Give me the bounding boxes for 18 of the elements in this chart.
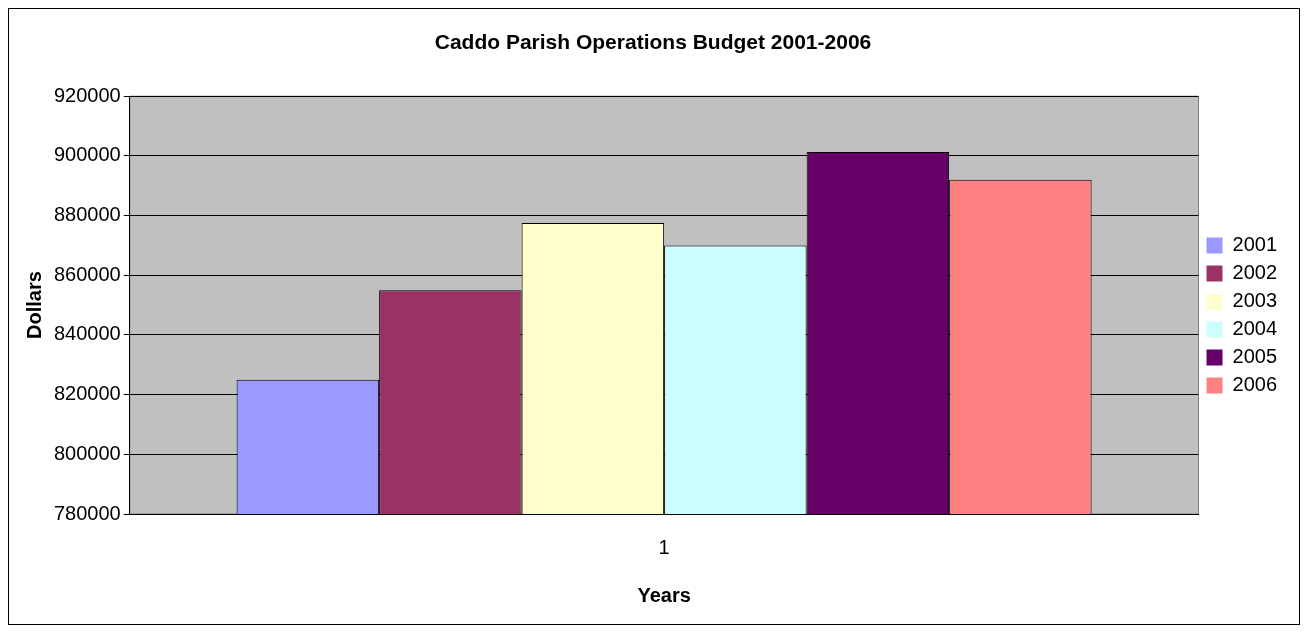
y-tick-label: 860000 — [53, 262, 121, 285]
y-tick-label: 820000 — [53, 382, 121, 405]
legend-label: 2006 — [1232, 373, 1278, 396]
y-tick-label: 900000 — [53, 143, 121, 166]
legend-label: 2002 — [1232, 261, 1278, 284]
chart-title: Caddo Parish Operations Budget 2001-2006 — [434, 30, 872, 54]
legend-label: 2005 — [1232, 345, 1278, 368]
legend-label: 2004 — [1232, 317, 1278, 340]
y-tick-label: 780000 — [53, 501, 121, 524]
legend-label: 2003 — [1232, 289, 1278, 312]
y-axis-title: Dollars — [22, 271, 45, 340]
y-tick-label: 800000 — [53, 441, 121, 464]
y-tick-label: 920000 — [53, 83, 121, 106]
x-tick-label: 1 — [658, 535, 670, 558]
legend-label: 2001 — [1232, 233, 1278, 256]
y-tick-label: 880000 — [53, 203, 121, 226]
y-tick-label: 840000 — [53, 322, 121, 345]
x-axis-title: Years — [637, 583, 691, 606]
